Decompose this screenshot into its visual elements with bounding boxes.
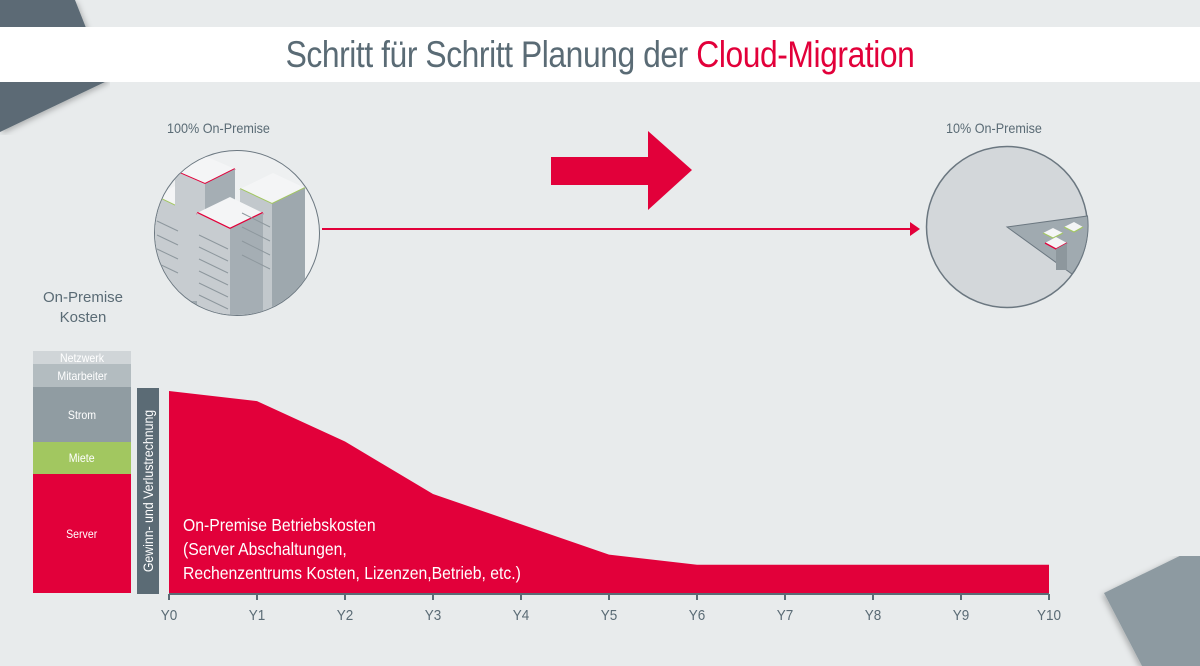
segment-netzwerk: Netzwerk xyxy=(33,350,131,365)
page-title: Schritt für Schritt Planung der Cloud-Mi… xyxy=(84,27,1116,82)
segment-miete: Miete xyxy=(33,442,131,474)
cost-stack-title-line2: Kosten xyxy=(59,309,107,326)
segment-label: Server xyxy=(66,526,98,541)
x-axis-tick-label: Y1 xyxy=(248,607,266,624)
segment-label: Strom xyxy=(67,407,97,422)
area-description-line1: On-Premise Betriebskosten xyxy=(183,515,376,535)
x-axis-tick-label: Y4 xyxy=(512,607,530,624)
x-axis-tick-label: Y2 xyxy=(336,607,354,624)
start-label: 100% On-Premise xyxy=(167,120,270,136)
title-main: Schritt für Schritt Planung der xyxy=(285,34,697,75)
segment-mitarbeiter: Mitarbeiter xyxy=(33,364,131,387)
x-axis-ticks xyxy=(168,594,1050,600)
x-axis-tick-label: Y0 xyxy=(160,607,178,624)
x-axis-tick-label: Y8 xyxy=(864,607,882,624)
server-racks-icon xyxy=(154,150,320,316)
arrow-right-icon xyxy=(551,131,692,210)
end-label: 10% On-Premise xyxy=(946,120,1042,136)
timeline-arrow-icon xyxy=(322,222,920,236)
title-band xyxy=(0,27,1200,82)
segment-strom: Strom xyxy=(33,387,131,442)
area-description-line3: Rechenzentrums Kosten, Lizenzen,Betrieb,… xyxy=(183,563,521,583)
area-description-line2: (Server Abschaltungen, xyxy=(183,539,347,559)
pie-10-percent-icon xyxy=(925,145,1089,309)
segment-label: Netzwerk xyxy=(59,350,104,365)
x-axis-tick-label: Y5 xyxy=(600,607,618,624)
x-axis-tick-label: Y7 xyxy=(776,607,794,624)
title-accent: Cloud-Migration xyxy=(696,34,915,75)
x-axis-tick-label: Y6 xyxy=(688,607,706,624)
x-axis-tick-label: Y9 xyxy=(952,607,970,624)
x-axis-tick-label: Y3 xyxy=(424,607,442,624)
cost-stack-title-line1: On-Premise xyxy=(42,289,124,306)
cost-stack-title: On-Premise Kosten xyxy=(28,288,138,328)
area-series xyxy=(169,391,1049,593)
decorative-corner-bottom-right xyxy=(1104,556,1200,666)
cost-stack-bar: Netzwerk Mitarbeiter Strom Miete Server xyxy=(33,351,131,593)
segment-server: Server xyxy=(33,474,131,593)
segment-label: Mitarbeiter xyxy=(57,368,107,383)
segment-label: Miete xyxy=(69,451,95,465)
area-description: On-Premise Betriebskosten (Server Abscha… xyxy=(183,513,521,585)
y-axis-label: Gewinn- und Verlustrechnung xyxy=(137,388,159,594)
x-axis-tick-label: Y10 xyxy=(1036,607,1062,624)
